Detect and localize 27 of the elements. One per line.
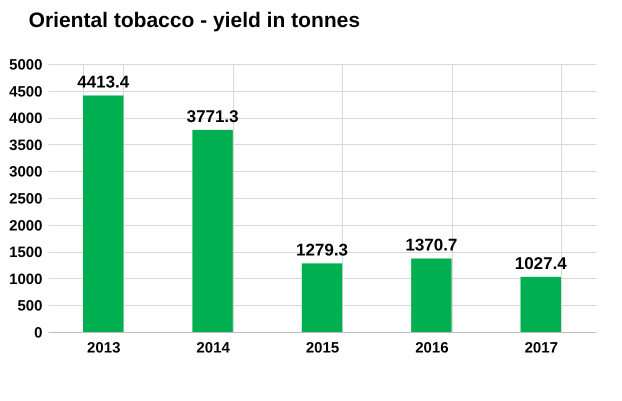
bar [192,130,233,332]
y-tick-label: 500 [17,298,42,315]
y-tick-label: 5000 [9,56,42,74]
y-tick-label: 3500 [9,136,42,154]
x-tick-label: 2016 [415,340,449,356]
y-tick-label: 3000 [9,164,42,181]
data-label: 4413.4 [77,72,130,92]
bar [302,263,342,332]
data-label: 1027.4 [514,254,568,273]
y-tick-label: 1000 [9,270,42,288]
y-tick-label: 2500 [9,190,42,208]
x-tick-label: 2015 [306,340,340,356]
bar [411,258,452,332]
data-label: 3771.3 [186,106,239,126]
bar [83,95,124,332]
y-tick-label: 4000 [9,110,42,128]
y-tick-label: 1500 [9,244,42,262]
data-label: 1279.3 [296,240,348,260]
y-tick-label: 4500 [9,83,42,100]
y-tick-label: 0 [34,324,42,342]
x-tick-label: 2014 [196,340,230,356]
data-label: 1370.7 [405,236,458,255]
bar [520,276,561,332]
chart-title: Oriental tobacco - yield in tonnes [28,9,360,32]
x-tick-label: 2017 [524,340,558,356]
x-tick-label: 2013 [87,340,120,356]
y-tick-label: 2000 [9,217,42,234]
